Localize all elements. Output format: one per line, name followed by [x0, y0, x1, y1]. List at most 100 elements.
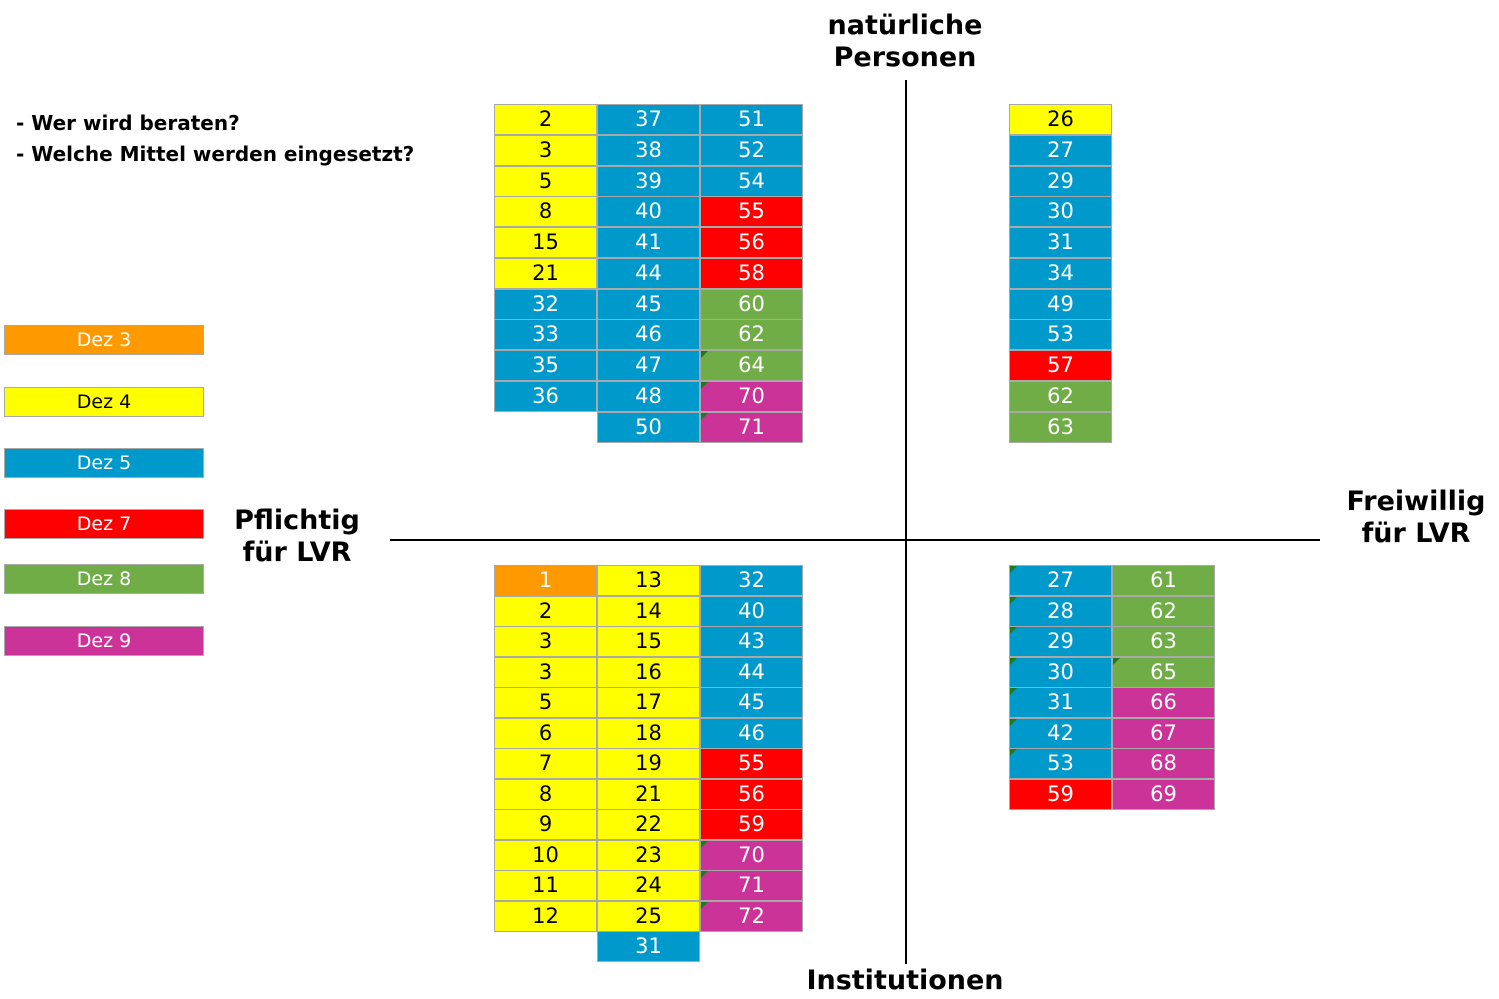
cell-bottom-right-c2-r7: 68 — [1112, 748, 1215, 779]
cell-top-left-c3-r5: 56 — [700, 227, 803, 258]
cell-bottom-left-c1-r12: 12 — [494, 900, 597, 932]
vertical-axis-line — [905, 80, 907, 964]
cell-top-right-c1-r2: 27 — [1009, 134, 1112, 166]
cell-bottom-right-c2-r8: 69 — [1112, 778, 1215, 810]
cell-bottom-left-c1-r9: 9 — [494, 809, 597, 840]
cell-bottom-left-c1-r11: 11 — [494, 870, 597, 901]
cell-bottom-left-c1-r1: 1 — [494, 565, 597, 596]
cell-bottom-left-c2-r7: 19 — [597, 748, 700, 779]
cell-top-left-c3-r4: 55 — [700, 196, 803, 228]
cell-top-left-c3-r8: 62 — [700, 319, 803, 351]
question-means: - Welche Mittel werden eingesetzt? — [16, 142, 415, 166]
cell-top-left-c2-r5: 41 — [597, 227, 700, 258]
cell-bottom-left-c1-r5: 5 — [494, 687, 597, 718]
cell-top-left-c2-r7: 45 — [597, 288, 700, 320]
cell-bottom-left-c3-r10: 70 — [700, 839, 803, 871]
cell-bottom-left-c3-r12: 72 — [700, 900, 803, 932]
cell-bottom-right-c1-r6: 42 — [1009, 717, 1112, 749]
cell-top-left-c2-r4: 40 — [597, 196, 700, 228]
cell-bottom-right-c1-r5: 31 — [1009, 687, 1112, 718]
question-who: - Wer wird beraten? — [16, 111, 240, 135]
cell-bottom-left-c2-r11: 24 — [597, 870, 700, 901]
cell-bottom-right-c2-r2: 62 — [1112, 595, 1215, 627]
cell-bottom-left-c3-r6: 46 — [700, 717, 803, 749]
cell-bottom-left-c3-r1: 32 — [700, 565, 803, 596]
cell-top-left-c2-r11: 50 — [597, 411, 700, 443]
cell-bottom-right-c1-r4: 30 — [1009, 656, 1112, 688]
cell-bottom-left-c2-r5: 17 — [597, 687, 700, 718]
cell-bottom-right-c1-r3: 29 — [1009, 626, 1112, 657]
cell-bottom-left-c3-r3: 43 — [700, 626, 803, 657]
cell-top-left-c1-r2: 3 — [494, 134, 597, 166]
cell-top-right-c1-r6: 34 — [1009, 257, 1112, 289]
legend-item-dez-9: Dez 9 — [4, 626, 204, 656]
cell-bottom-left-c3-r11: 71 — [700, 870, 803, 901]
cell-bottom-left-c2-r9: 22 — [597, 809, 700, 840]
cell-top-left-c2-r3: 39 — [597, 165, 700, 197]
cell-top-right-c1-r1: 26 — [1009, 104, 1112, 135]
legend-item-dez-5: Dez 5 — [4, 448, 204, 478]
cell-bottom-left-c2-r6: 18 — [597, 717, 700, 749]
cell-bottom-left-c1-r10: 10 — [494, 839, 597, 871]
cell-top-left-c2-r9: 47 — [597, 350, 700, 381]
cell-top-left-c2-r2: 38 — [597, 134, 700, 166]
cell-bottom-left-c2-r8: 21 — [597, 778, 700, 810]
cell-top-left-c3-r10: 70 — [700, 380, 803, 412]
cell-top-right-c1-r10: 62 — [1009, 380, 1112, 412]
cell-bottom-left-c2-r12: 25 — [597, 900, 700, 932]
legend-item-dez-8: Dez 8 — [4, 564, 204, 594]
cell-bottom-left-c3-r5: 45 — [700, 687, 803, 718]
cell-top-left-c2-r6: 44 — [597, 257, 700, 289]
cell-bottom-left-c2-r1: 13 — [597, 565, 700, 596]
cell-bottom-left-c3-r8: 56 — [700, 778, 803, 810]
cell-bottom-right-c2-r5: 66 — [1112, 687, 1215, 718]
cell-top-left-c1-r9: 35 — [494, 350, 597, 381]
cell-bottom-left-c3-r4: 44 — [700, 656, 803, 688]
cell-top-left-c3-r6: 58 — [700, 257, 803, 289]
cell-bottom-right-c2-r1: 61 — [1112, 565, 1215, 596]
cell-bottom-right-c1-r1: 27 — [1009, 565, 1112, 596]
cell-bottom-left-c1-r3: 3 — [494, 626, 597, 657]
cell-top-right-c1-r4: 30 — [1009, 196, 1112, 228]
cell-top-right-c1-r5: 31 — [1009, 227, 1112, 258]
cell-top-left-c2-r10: 48 — [597, 380, 700, 412]
cell-bottom-left-c3-r7: 55 — [700, 748, 803, 779]
cell-bottom-left-c1-r6: 6 — [494, 717, 597, 749]
axis-label-left: Pflichtig für LVR — [234, 505, 360, 568]
cell-bottom-left-c1-r7: 7 — [494, 748, 597, 779]
cell-bottom-right-c2-r6: 67 — [1112, 717, 1215, 749]
cell-top-right-c1-r7: 49 — [1009, 288, 1112, 320]
cell-top-left-c1-r1: 2 — [494, 104, 597, 135]
cell-bottom-right-c1-r7: 53 — [1009, 748, 1112, 779]
horizontal-axis-line — [390, 539, 1320, 541]
cell-bottom-left-c2-r2: 14 — [597, 595, 700, 627]
legend-item-dez-7: Dez 7 — [4, 509, 204, 539]
cell-top-left-c3-r7: 60 — [700, 288, 803, 320]
cell-top-left-c1-r7: 32 — [494, 288, 597, 320]
cell-bottom-right-c1-r2: 28 — [1009, 595, 1112, 627]
axis-label-top: natürliche Personen — [827, 10, 983, 73]
axis-label-right: Freiwillig für LVR — [1346, 486, 1486, 549]
cell-top-left-c3-r11: 71 — [700, 411, 803, 443]
legend-item-dez-4: Dez 4 — [4, 387, 204, 417]
cell-top-left-c1-r6: 21 — [494, 257, 597, 289]
cell-top-right-c1-r8: 53 — [1009, 319, 1112, 351]
cell-bottom-left-c3-r2: 40 — [700, 595, 803, 627]
cell-bottom-right-c1-r8: 59 — [1009, 778, 1112, 810]
cell-bottom-left-c2-r13: 31 — [597, 931, 700, 962]
cell-top-right-c1-r9: 57 — [1009, 350, 1112, 381]
cell-top-left-c1-r5: 15 — [494, 227, 597, 258]
axis-label-bottom: Institutionen — [806, 965, 1004, 996]
cell-top-right-c1-r3: 29 — [1009, 165, 1112, 197]
cell-top-left-c1-r8: 33 — [494, 319, 597, 351]
cell-bottom-left-c2-r4: 16 — [597, 656, 700, 688]
cell-top-right-c1-r11: 63 — [1009, 411, 1112, 443]
cell-top-left-c1-r10: 36 — [494, 380, 597, 412]
cell-top-left-c1-r3: 5 — [494, 165, 597, 197]
cell-top-left-c3-r2: 52 — [700, 134, 803, 166]
cell-top-left-c3-r3: 54 — [700, 165, 803, 197]
cell-bottom-left-c2-r10: 23 — [597, 839, 700, 871]
legend-item-dez-3: Dez 3 — [4, 325, 204, 355]
cell-bottom-right-c2-r3: 63 — [1112, 626, 1215, 657]
cell-top-left-c2-r8: 46 — [597, 319, 700, 351]
